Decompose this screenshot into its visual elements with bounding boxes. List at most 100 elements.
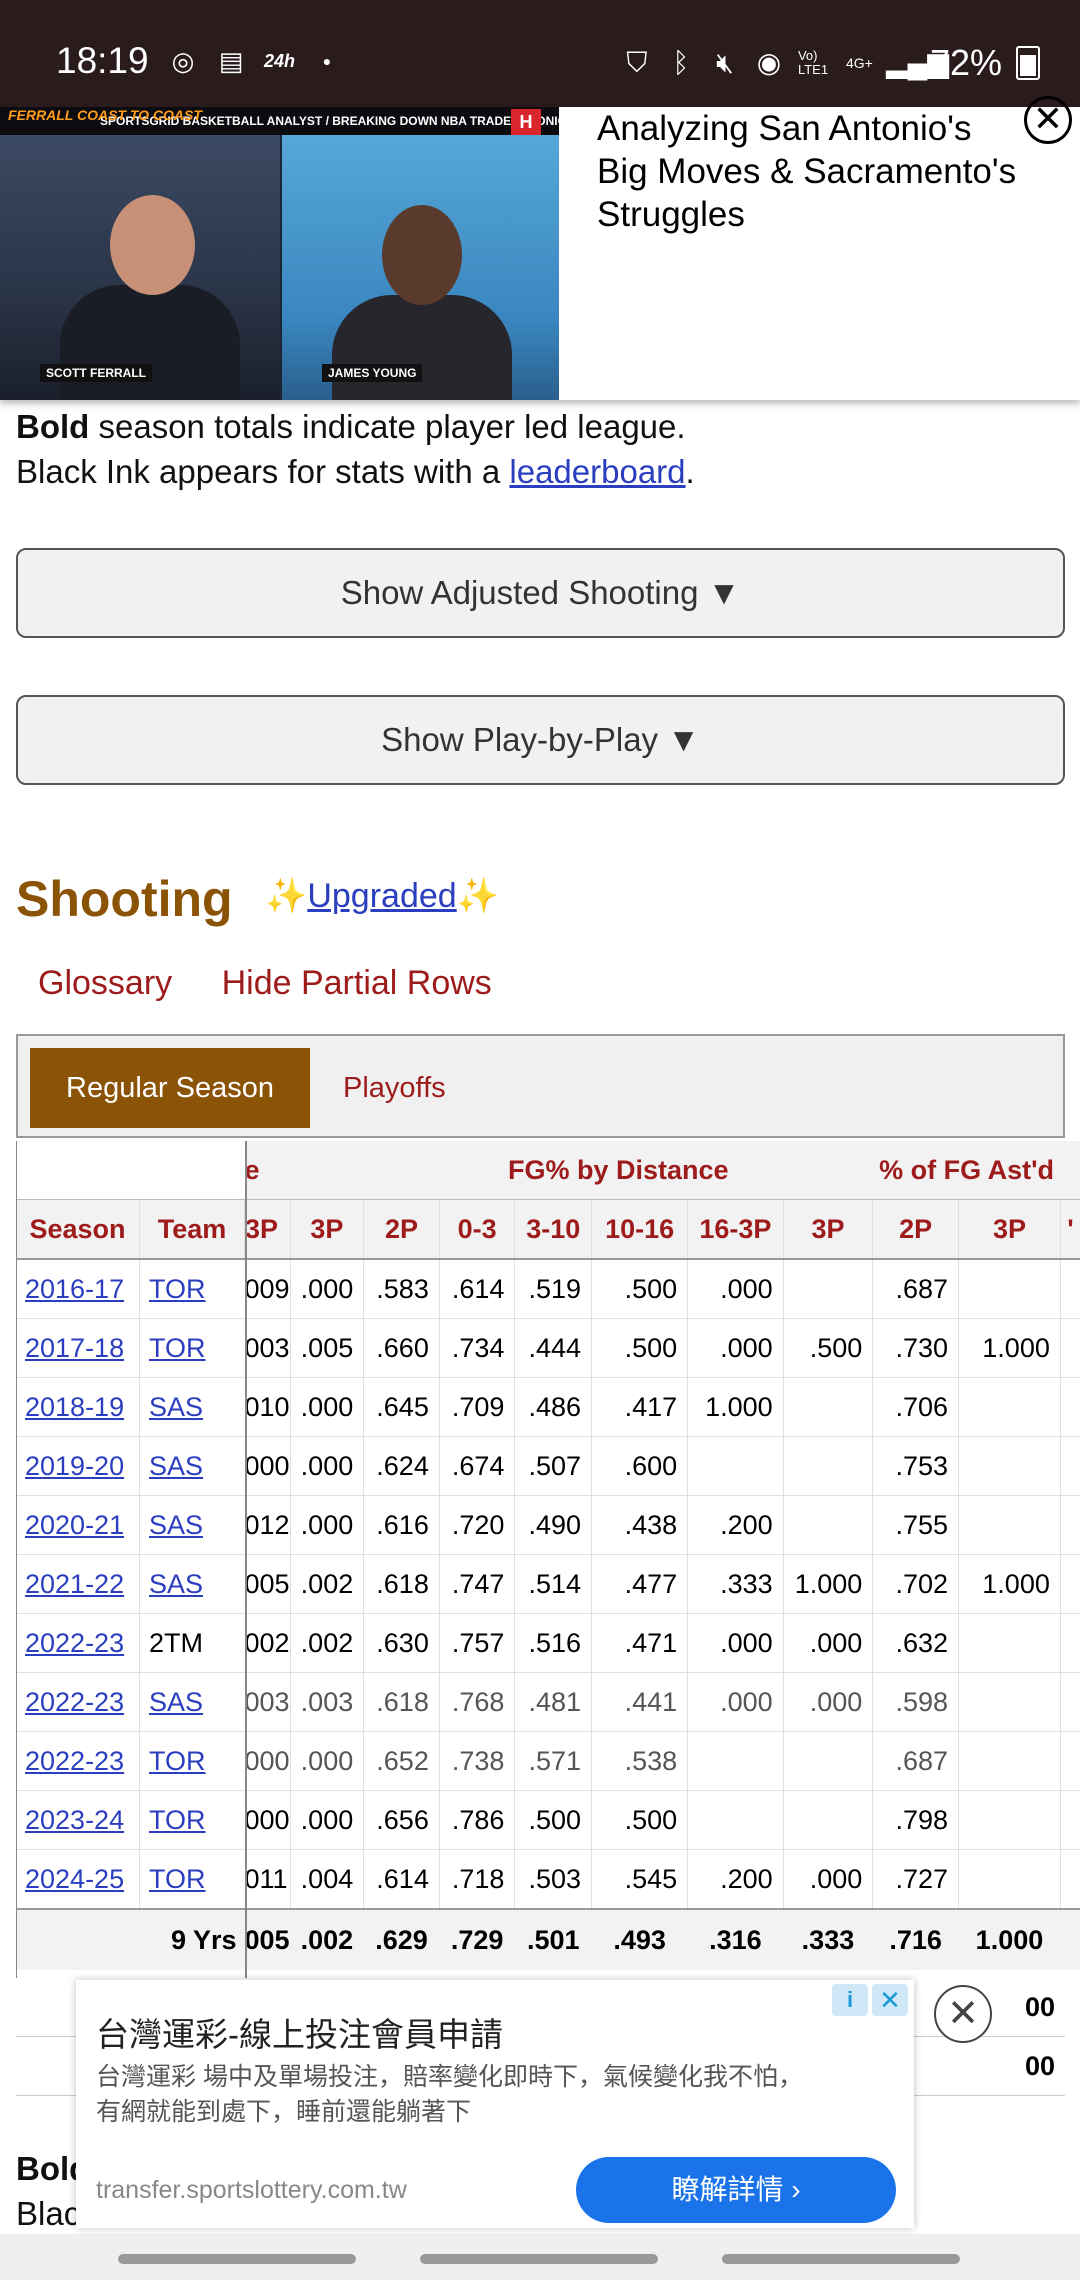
column-header[interactable]: 10-16: [591, 1199, 689, 1260]
table-cell: .702: [872, 1554, 960, 1614]
table-cell: .738: [439, 1731, 516, 1791]
table-cell: .583: [363, 1259, 440, 1319]
table-cell: .417: [591, 1377, 689, 1437]
season-link[interactable]: 2021-22: [25, 1568, 125, 1599]
season-link[interactable]: 2022-23: [25, 1686, 125, 1717]
24h-icon: 24h: [264, 51, 296, 71]
table-cell: .545: [591, 1849, 689, 1910]
column-header[interactable]: 3-10: [514, 1199, 593, 1260]
battery-percent: 72%: [929, 42, 1002, 83]
team-link[interactable]: SAS: [149, 1509, 204, 1540]
table-cell: [783, 1259, 874, 1319]
table-cell: .000: [290, 1259, 365, 1319]
table-cell: 000: [244, 1790, 291, 1850]
team-link[interactable]: SAS: [149, 1686, 204, 1717]
table-cell: .630: [363, 1613, 440, 1673]
column-header[interactable]: 3P: [958, 1199, 1061, 1260]
nav-pill[interactable]: [420, 2254, 658, 2264]
table-cell: [1060, 1436, 1080, 1496]
season-link[interactable]: 2022-23: [25, 1627, 125, 1658]
over-header-partial: e: [244, 1141, 364, 1200]
team-link[interactable]: SAS: [149, 1568, 204, 1599]
video-banner: SPORTSGRID BASKETBALL ANALYST / BREAKING…: [0, 107, 559, 135]
table-cell: .652: [363, 1731, 440, 1791]
column-header[interactable]: 2P: [872, 1199, 960, 1260]
table-cell: .486: [514, 1377, 593, 1437]
team-link[interactable]: TOR: [149, 1332, 206, 1363]
tab-regular-season[interactable]: Regular Season: [30, 1048, 310, 1128]
column-header[interactable]: 3P: [783, 1199, 874, 1260]
team-link[interactable]: SAS: [149, 1391, 204, 1422]
ad-cta-button[interactable]: 瞭解詳情 ›: [576, 2157, 896, 2223]
show-adjusted-shooting-button[interactable]: Show Adjusted Shooting ▼: [16, 548, 1065, 638]
video-close-icon[interactable]: ✕: [1024, 96, 1072, 144]
table-cell: .614: [439, 1259, 516, 1319]
shooting-table[interactable]: e FG% by Distance % of FG Ast'd Season Te…: [16, 1141, 1080, 1978]
upgraded-link[interactable]: ✨Upgraded✨: [265, 877, 500, 915]
column-header[interactable]: 16-3P: [687, 1199, 784, 1260]
ad-close-icon[interactable]: ✕: [934, 1985, 992, 2043]
column-header[interactable]: 0-3: [439, 1199, 516, 1260]
ad-title[interactable]: 台灣運彩-線上投注會員申請: [96, 2016, 503, 2053]
season-link[interactable]: 2016-17: [25, 1273, 125, 1304]
column-header[interactable]: Team: [139, 1199, 245, 1260]
total-cell: .716: [872, 1908, 959, 1970]
leaderboard-link[interactable]: leaderboard: [509, 453, 686, 490]
table-cell: [783, 1377, 874, 1437]
mute-icon: 🔇︎: [716, 47, 734, 78]
table-cell: .002: [290, 1613, 365, 1673]
team-link[interactable]: TOR: [149, 1273, 206, 1304]
table-cell: .727: [872, 1849, 960, 1910]
table-cell: .519: [514, 1259, 593, 1319]
season-link[interactable]: 2018-19: [25, 1391, 125, 1422]
column-header[interactable]: 3P: [244, 1199, 291, 1260]
table-cell: .768: [439, 1672, 516, 1732]
table-header-row: Season Team 3P 3P 2P 0-3 3-10 10-16 16-3P 3P 2P 3P ': [16, 1199, 1080, 1260]
season-link[interactable]: 2024-25: [25, 1863, 125, 1894]
table-cell: 1.000: [958, 1318, 1061, 1378]
season-link[interactable]: 2017-18: [25, 1332, 125, 1363]
season-link[interactable]: 2023-24: [25, 1804, 125, 1835]
ad-dismiss-icon[interactable]: ✕: [872, 1984, 908, 2016]
table-cell: .005: [290, 1318, 365, 1378]
glossary-link[interactable]: Glossary: [38, 964, 173, 1002]
nav-pill[interactable]: [722, 2254, 960, 2264]
table-cell: .000: [783, 1613, 874, 1673]
video-ad[interactable]: SPORTSGRID BASKETBALL ANALYST / BREAKING…: [0, 107, 1080, 400]
show-play-by-play-button[interactable]: Show Play-by-Play ▼: [16, 695, 1065, 785]
season-link[interactable]: 2019-20: [25, 1450, 125, 1481]
hide-partial-rows-link[interactable]: Hide Partial Rows: [221, 964, 492, 1002]
season-link[interactable]: 2020-21: [25, 1509, 125, 1540]
season-link[interactable]: 2022-23: [25, 1745, 125, 1776]
video-thumbnail[interactable]: SPORTSGRID BASKETBALL ANALYST / BREAKING…: [0, 107, 559, 400]
nav-pill[interactable]: [118, 2254, 356, 2264]
team-link[interactable]: TOR: [149, 1804, 206, 1835]
column-header[interactable]: 3P: [290, 1199, 365, 1260]
table-cell: .687: [872, 1731, 960, 1791]
table-cell: .514: [514, 1554, 593, 1614]
team-link[interactable]: SAS: [149, 1450, 204, 1481]
column-header[interactable]: ': [1060, 1199, 1080, 1260]
table-cell: [783, 1495, 874, 1555]
table-row: 2020-21 SAS 012.000.616.720.490.438.200 .75…: [16, 1495, 1080, 1555]
column-header[interactable]: 2P: [363, 1199, 440, 1260]
column-header[interactable]: Season: [16, 1199, 141, 1260]
team-link[interactable]: TOR: [149, 1745, 206, 1776]
table-cell: .730: [872, 1318, 960, 1378]
bottom-ad[interactable]: i ✕ 台灣運彩-線上投注會員申請 台灣運彩 場中及單場投注，賠率變化即時下，氣…: [76, 1980, 914, 2228]
tab-playoffs[interactable]: Playoffs: [343, 1072, 446, 1104]
total-cell: .729: [439, 1908, 515, 1970]
table-cell: .709: [439, 1377, 516, 1437]
table-cell: .500: [783, 1318, 874, 1378]
video-title[interactable]: Analyzing San Antonio's Big Moves & Sacr…: [597, 109, 1017, 234]
instagram-icon: ◎: [171, 46, 195, 76]
ad-info-icon[interactable]: i: [832, 1984, 868, 2016]
table-cell: 003: [244, 1672, 291, 1732]
career-total-row: 9 Yrs 005.002.629.729.501.493.316.333.716…: [16, 1908, 1080, 1970]
table-cell: .441: [591, 1672, 689, 1732]
team-link[interactable]: TOR: [149, 1863, 206, 1894]
table-cell: .614: [363, 1849, 440, 1910]
table-cell: [1060, 1849, 1080, 1910]
total-cell: .501: [514, 1908, 592, 1970]
table-cell: [1060, 1554, 1080, 1614]
